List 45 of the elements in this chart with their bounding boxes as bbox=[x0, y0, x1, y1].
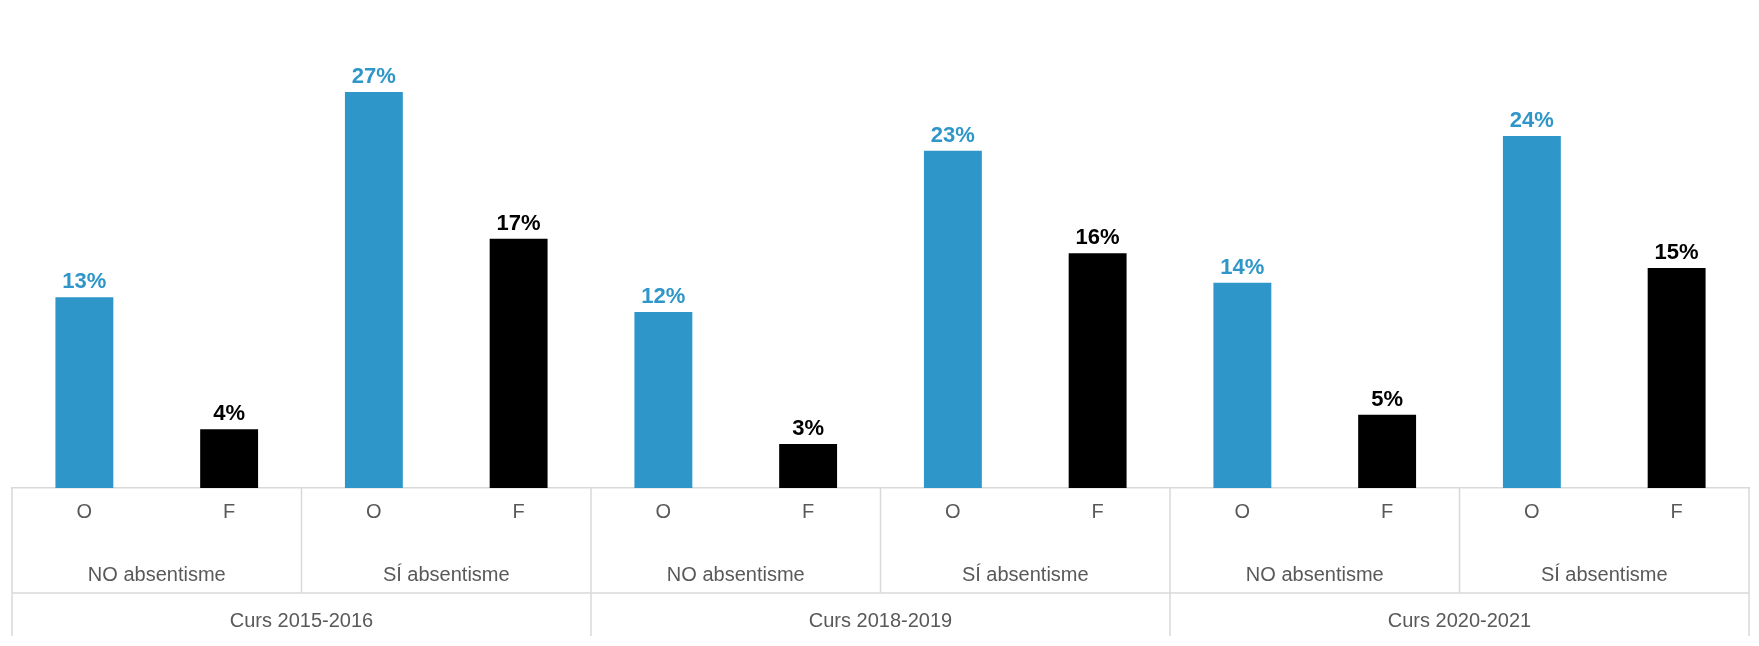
bar bbox=[1213, 282, 1272, 488]
data-label: 27% bbox=[351, 63, 396, 89]
data-label: 14% bbox=[1220, 253, 1265, 279]
data-label: 15% bbox=[1654, 239, 1699, 265]
x-tick-label: O bbox=[76, 499, 93, 522]
x-tick-label: F bbox=[802, 499, 815, 522]
bar bbox=[344, 92, 403, 488]
bar bbox=[634, 312, 693, 488]
text: SÍ absentisme bbox=[1540, 562, 1668, 585]
bar bbox=[1502, 136, 1561, 488]
bar bbox=[1068, 253, 1127, 488]
text: SÍ absentisme bbox=[382, 562, 510, 585]
text: Curs 2015-2016 bbox=[229, 608, 374, 631]
bar bbox=[923, 150, 982, 488]
data-label: 3% bbox=[792, 415, 825, 441]
bar bbox=[1647, 268, 1706, 488]
x-tick-label: O bbox=[655, 499, 672, 522]
bar bbox=[200, 429, 259, 488]
data-label: 13% bbox=[62, 268, 107, 294]
x-tick-label: F bbox=[223, 499, 236, 522]
x-tick-label: F bbox=[1381, 499, 1394, 522]
data-label: 5% bbox=[1371, 385, 1404, 411]
data-label: 23% bbox=[930, 121, 975, 147]
bar bbox=[489, 238, 548, 488]
text: NO absentisme bbox=[87, 562, 226, 585]
x-tick-label: F bbox=[1091, 499, 1104, 522]
text: NO absentisme bbox=[666, 562, 805, 585]
bar bbox=[55, 297, 114, 488]
text: NO absentisme bbox=[1245, 562, 1384, 585]
x-tick-label: O bbox=[1234, 499, 1251, 522]
text: SÍ absentisme bbox=[961, 562, 1089, 585]
x-tick-label: O bbox=[1524, 499, 1540, 522]
data-label: 4% bbox=[213, 400, 246, 426]
text: Curs 2020-2021 bbox=[1387, 608, 1532, 631]
data-label: 16% bbox=[1075, 224, 1120, 250]
data-label: 24% bbox=[1509, 107, 1554, 133]
bar bbox=[1358, 414, 1417, 488]
x-tick-label: O bbox=[945, 499, 961, 522]
data-label: 17% bbox=[496, 209, 541, 235]
x-tick-label: F bbox=[512, 499, 525, 522]
x-tick-label: F bbox=[1670, 499, 1683, 522]
data-label: 12% bbox=[641, 283, 686, 309]
text: Curs 2018-2019 bbox=[808, 608, 953, 631]
bar bbox=[779, 444, 838, 488]
x-tick-label: O bbox=[366, 499, 382, 522]
